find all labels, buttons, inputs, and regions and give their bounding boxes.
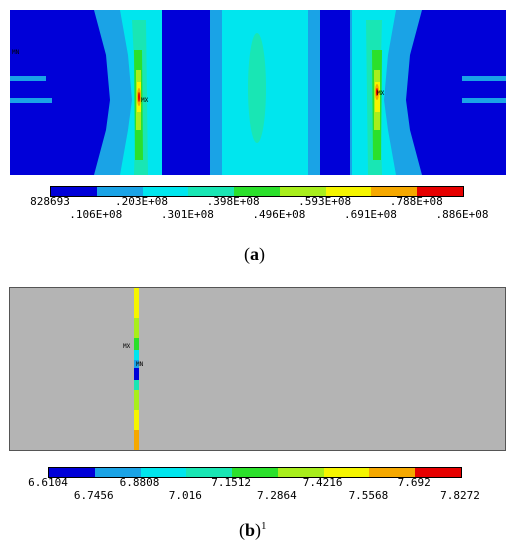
legend-label: 7.1512	[211, 476, 251, 489]
mx-marker-right: MX	[377, 90, 385, 97]
legend-label: .398E+08	[206, 195, 260, 208]
legend-label: 7.016	[168, 489, 202, 502]
legend-label: 7.692	[397, 476, 431, 489]
legend-swatch	[186, 468, 233, 477]
contour-plot-a-graphic: MN MX MX	[10, 10, 506, 175]
legend-swatch	[188, 187, 235, 196]
mn-marker: MN	[136, 361, 144, 368]
legend-label: .593E+08	[298, 195, 352, 208]
legend-swatch	[142, 187, 189, 196]
legend-label: 7.5568	[348, 489, 389, 502]
contour-plot-b-graphic: MX MN	[9, 287, 506, 451]
legend-label: .496E+08	[252, 208, 306, 221]
legend-swatch	[232, 468, 278, 477]
legend-label: 7.4216	[302, 476, 343, 489]
legend-swatch	[277, 468, 324, 477]
mx-marker: MX	[123, 343, 131, 350]
legend-swatch	[51, 187, 97, 196]
legend-swatch	[323, 468, 370, 477]
color-legend-b	[48, 467, 462, 478]
mn-marker: MN	[12, 49, 20, 56]
legend-labels-a-bottom: .106E+08 .301E+08 .496E+08 .691E+08 .886E+08	[50, 208, 488, 222]
legend-label: .203E+08	[115, 195, 169, 208]
legend-label: .788E+08	[389, 195, 443, 208]
legend-label: .301E+08	[160, 208, 214, 221]
caption-b: (b)1	[239, 520, 267, 540]
contour-plot-b: MX MN	[9, 287, 506, 451]
legend-label: 6.7456	[73, 489, 114, 502]
legend-swatch	[415, 468, 462, 477]
mx-marker-left: MX	[141, 97, 149, 104]
legend-label: .106E+08	[69, 208, 123, 221]
legend-labels-b-top: 6.6104 6.8808 7.1512 7.4216 7.692	[28, 476, 460, 490]
legend-label: 6.8808	[119, 476, 160, 489]
caption-a: (a)	[244, 244, 265, 264]
legend-swatch	[94, 468, 141, 477]
legend-swatch	[234, 187, 280, 196]
legend-swatch	[417, 187, 464, 196]
legend-label: 7.8272	[440, 489, 480, 502]
legend-swatch	[279, 187, 326, 196]
legend-swatch	[325, 187, 372, 196]
legend-label: .691E+08	[343, 208, 397, 221]
color-legend-a	[50, 186, 464, 197]
legend-swatch	[371, 187, 418, 196]
legend-swatch	[369, 468, 416, 477]
legend-label: 828693	[30, 195, 70, 208]
legend-label: .886E+08	[435, 208, 489, 221]
legend-labels-a-top: 828693 .203E+08 .398E+08 .593E+08 .788E+08	[30, 195, 462, 209]
legend-swatch	[49, 468, 95, 477]
legend-label: 6.6104	[28, 476, 68, 489]
contour-plot-a: MN MX MX	[10, 10, 506, 175]
legend-label: 7.2864	[257, 489, 297, 502]
legend-labels-b-bottom: 6.7456 7.016 7.2864 7.5568 7.8272	[48, 489, 480, 503]
legend-swatch	[96, 187, 143, 196]
legend-swatch	[140, 468, 187, 477]
